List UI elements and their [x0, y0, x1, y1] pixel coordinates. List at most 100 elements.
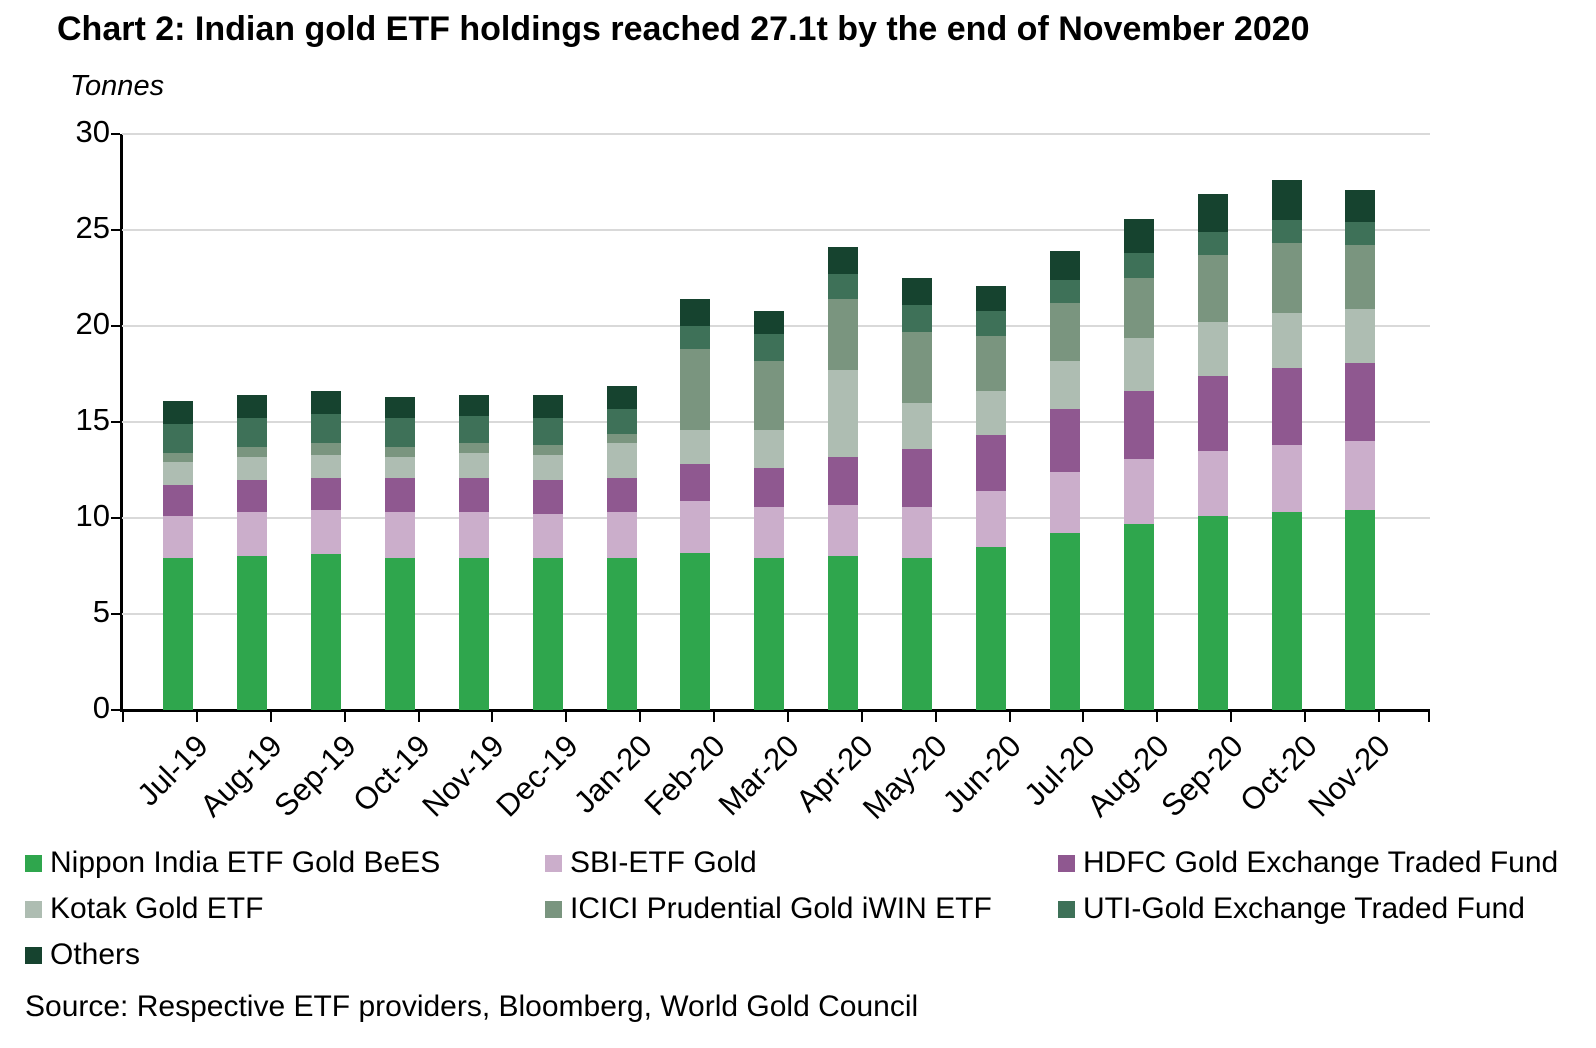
bar-segment	[532, 418, 563, 446]
bar-nov-19	[458, 395, 489, 710]
legend-label: UTI-Gold Exchange Traded Fund	[1083, 892, 1525, 925]
y-axis-label: 15	[75, 402, 110, 437]
bar-oct-19	[384, 397, 415, 710]
y-axis-tick	[111, 229, 120, 231]
bar-segment	[1345, 441, 1376, 511]
bar-sep-19	[311, 391, 342, 710]
y-axis-tick	[111, 325, 120, 327]
bar-segment	[1345, 510, 1376, 710]
bar-nov-20	[1345, 189, 1376, 710]
source-text: Source: Respective ETF providers, Bloomb…	[25, 990, 919, 1023]
x-axis-tick	[713, 711, 716, 722]
bar-segment	[1271, 312, 1302, 369]
bar-segment	[606, 558, 637, 710]
bar-segment	[237, 479, 268, 513]
y-axis-tick	[111, 421, 120, 423]
bar-segment	[237, 556, 268, 710]
bar-segment	[458, 512, 489, 559]
bar-segment	[902, 558, 933, 710]
bar-segment	[754, 506, 785, 559]
bar-aug-19	[237, 395, 268, 710]
legend-item: Kotak Gold ETF	[25, 892, 545, 926]
bar-segment	[532, 445, 563, 455]
x-axis-tick	[1230, 711, 1233, 722]
legend-swatch-icon	[545, 900, 562, 918]
x-axis-tick	[343, 711, 346, 722]
bar-segment	[163, 400, 194, 424]
legend-label: Nippon India ETF Gold BeES	[50, 846, 441, 879]
bar-segment	[828, 370, 859, 457]
bar-segment	[163, 558, 194, 710]
legend-item: SBI-ETF Gold	[545, 846, 1058, 880]
bar-segment	[1271, 368, 1302, 446]
bar-segment	[828, 299, 859, 371]
bar-segment	[1197, 516, 1228, 710]
legend: Nippon India ETF Gold BeES SBI-ETF Gold HD…	[25, 840, 1558, 978]
bar-segment	[1197, 322, 1228, 376]
plot-area	[111, 133, 1430, 722]
bar-apr-20	[828, 247, 859, 710]
bar-may-20	[902, 278, 933, 710]
bar-segment	[754, 310, 785, 334]
gridline	[122, 229, 1430, 231]
bar-segment	[237, 456, 268, 480]
bar-segment	[828, 274, 859, 300]
bar-segment	[1197, 450, 1228, 517]
bar-segment	[1345, 222, 1376, 246]
bar-aug-20	[1123, 218, 1154, 710]
x-axis-tick	[122, 711, 124, 722]
bar-mar-20	[754, 310, 785, 710]
bar-segment	[384, 447, 415, 457]
bar-segment	[1049, 302, 1080, 361]
bar-segment	[1123, 391, 1154, 459]
legend-swatch-icon	[25, 900, 42, 918]
bar-segment	[902, 448, 933, 507]
bar-segment	[606, 477, 637, 513]
bar-segment	[1345, 245, 1376, 309]
bar-segment	[237, 512, 268, 557]
bar-segment	[828, 456, 859, 505]
legend-label: ICICI Prudential Gold iWIN ETF	[570, 892, 992, 925]
bar-segment	[311, 510, 342, 555]
bar-segment	[237, 447, 268, 457]
x-axis-tick	[1008, 711, 1011, 722]
legend-item: UTI-Gold Exchange Traded Fund	[1058, 892, 1558, 926]
x-axis-tick	[195, 711, 198, 722]
legend-swatch-icon	[25, 854, 42, 872]
bar-segment	[680, 349, 711, 430]
y-axis-label: 5	[92, 594, 110, 629]
bar-segment	[163, 485, 194, 517]
bar-segment	[311, 477, 342, 511]
y-axis-tick	[111, 517, 120, 519]
bar-segment	[1049, 279, 1080, 303]
bar-segment	[1049, 408, 1080, 472]
bar-jun-20	[975, 285, 1006, 710]
bar-segment	[311, 554, 342, 710]
bar-segment	[532, 558, 563, 710]
x-axis-line	[122, 709, 1430, 712]
bar-segment	[754, 429, 785, 469]
bar-segment	[384, 397, 415, 419]
bar-segment	[1123, 458, 1154, 524]
bar-segment	[458, 416, 489, 444]
y-axis-label: 20	[75, 306, 110, 341]
bar-segment	[902, 402, 933, 449]
x-axis-tick	[1082, 711, 1085, 722]
x-axis-tick	[786, 711, 789, 722]
bar-segment	[532, 514, 563, 559]
bar-jul-20	[1049, 251, 1080, 710]
x-axis-tick	[1304, 711, 1307, 722]
bar-segment	[458, 477, 489, 513]
bar-segment	[311, 414, 342, 444]
legend-label: SBI-ETF Gold	[570, 846, 757, 879]
legend-swatch-icon	[545, 854, 562, 872]
legend-item: Others	[25, 938, 545, 972]
bar-segment	[680, 500, 711, 553]
bar-segment	[975, 491, 1006, 547]
bar-segment	[902, 304, 933, 332]
bar-jul-19	[163, 400, 194, 710]
bar-segment	[1197, 255, 1228, 323]
bar-segment	[237, 395, 268, 419]
bar-segment	[680, 326, 711, 350]
